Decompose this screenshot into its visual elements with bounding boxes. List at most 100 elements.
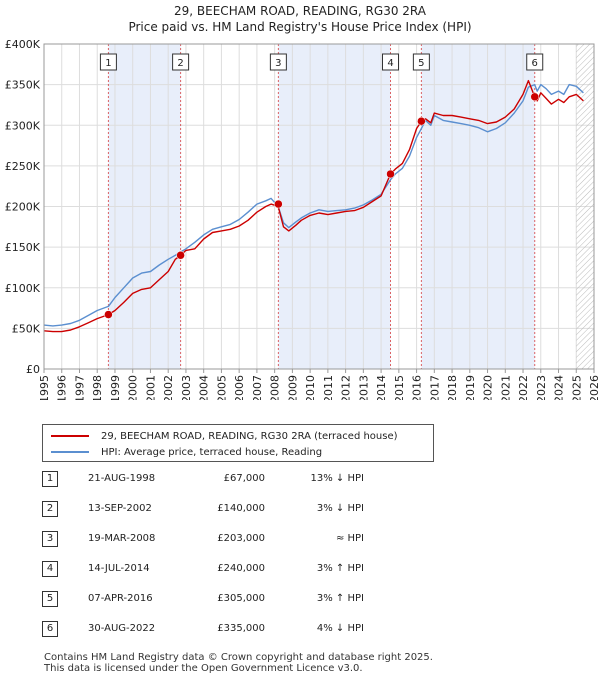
x-tick-label: 2018 — [446, 375, 459, 400]
sale-date: 07-APR-2016 — [88, 593, 153, 604]
sale-row: 1 21-AUG-1998 £67,000 13% ↓ HPI — [42, 471, 422, 487]
sale-number-badge: 3 — [42, 531, 58, 547]
y-tick-label: £0 — [26, 363, 40, 376]
y-tick-label: £350K — [5, 79, 41, 92]
sale-point — [176, 251, 185, 260]
sale-hpi-comparison: 3% ↑ HPI — [316, 563, 364, 574]
price-chart: 1 2 3 4 5 6 £0 £50K £100K £150K £200K £250K £300K £3… — [5, 38, 600, 400]
sale-hpi-comparison: ≈ HPI — [335, 533, 364, 544]
sale-hpi-comparison: 4% ↓ HPI — [316, 623, 364, 634]
legend: 29, BEECHAM ROAD, READING, RG30 2RA (ter… — [42, 424, 434, 462]
x-tick-label: 2023 — [535, 375, 548, 400]
y-tick-label: £50K — [12, 322, 41, 335]
sale-hpi-comparison: 13% ↓ HPI — [310, 473, 364, 484]
footer-licence: This data is licensed under the Open Gov… — [44, 663, 363, 674]
sale-badge-label: 5 — [418, 58, 424, 69]
x-tick-label: 2013 — [357, 375, 370, 400]
sale-badge-label: 2 — [177, 58, 183, 69]
x-tick-label: 2026 — [588, 375, 600, 400]
sale-badge-label: 1 — [105, 58, 111, 69]
sale-badge-box — [382, 53, 399, 71]
sale-badge-label: 3 — [275, 58, 281, 69]
legend-item-hpi: HPI: Average price, terraced house, Read… — [51, 445, 322, 459]
y-tick-label: £150K — [5, 241, 41, 254]
sale-date: 19-MAR-2008 — [88, 533, 156, 544]
y-tick-label: £100K — [5, 282, 41, 295]
chart-title: 29, BEECHAM ROAD, READING, RG30 2RA — [174, 4, 426, 18]
hpi-series-line — [43, 83, 584, 327]
sale-point — [417, 116, 426, 126]
x-tick-label: 1995 — [38, 375, 51, 400]
sale-row: 3 19-MAR-2008 £203,000 ≈ HPI — [42, 531, 422, 547]
x-tick-label: 2007 — [251, 375, 264, 400]
sale-number-badge: 6 — [42, 621, 58, 637]
x-tick-label: 2022 — [517, 375, 530, 400]
sale-point — [274, 199, 283, 209]
legend-label-hpi: HPI: Average price, terraced house, Read… — [101, 446, 323, 458]
x-tick-label: 2020 — [482, 375, 495, 400]
chart-subtitle: Price paid vs. HM Land Registry's House … — [128, 20, 472, 34]
sale-row: 5 07-APR-2016 £305,000 3% ↑ HPI — [42, 591, 422, 607]
sale-price: £140,000 — [217, 503, 265, 514]
legend-item-property: 29, BEECHAM ROAD, READING, RG30 2RA (ter… — [51, 429, 398, 443]
x-tick-label: 2009 — [286, 375, 299, 400]
x-tick-label: 2024 — [553, 375, 566, 400]
sale-hpi-comparison: 3% ↑ HPI — [316, 593, 364, 604]
sale-price: £305,000 — [217, 593, 265, 604]
footer-copyright: Contains HM Land Registry data © Crown c… — [44, 652, 433, 663]
x-tick-label: 2003 — [180, 375, 193, 400]
legend-label-property: 29, BEECHAM ROAD, READING, RG30 2RA (ter… — [101, 430, 398, 442]
footer: Contains HM Land Registry data © Crown c… — [44, 652, 433, 674]
x-tick-label: 2010 — [304, 375, 317, 400]
x-tick-label: 1997 — [73, 375, 86, 400]
x-tick-label: 2021 — [499, 375, 512, 400]
sale-hpi-comparison: 3% ↓ HPI — [316, 503, 364, 514]
x-tick-label: 2016 — [411, 375, 424, 400]
sale-badge-label: 6 — [532, 58, 538, 69]
y-tick-label: £250K — [5, 160, 41, 173]
sale-point — [386, 169, 395, 179]
sale-date: 14-JUL-2014 — [88, 563, 150, 574]
x-tick-label: 2000 — [127, 375, 140, 400]
x-tick-label: 2004 — [198, 375, 211, 400]
x-tick-label: 2002 — [162, 375, 175, 400]
y-tick-label: £300K — [5, 119, 41, 132]
x-tick-label: 2008 — [269, 375, 282, 400]
sale-number-badge: 2 — [42, 501, 58, 517]
plot-frame — [43, 43, 595, 370]
future-hatch-area — [576, 44, 594, 369]
x-tick-label: 2025 — [570, 375, 583, 400]
sale-badge-box — [99, 53, 117, 71]
x-tick-label: 2015 — [393, 375, 406, 400]
sale-badge-box — [269, 53, 287, 71]
sale-badge-label: 4 — [387, 58, 393, 69]
sale-date: 13-SEP-2002 — [88, 503, 152, 514]
x-tick-label: 2001 — [144, 375, 157, 400]
sale-price: £203,000 — [217, 533, 265, 544]
legend-swatch-property — [51, 435, 89, 437]
property-series-line — [43, 79, 584, 333]
sale-price: £67,000 — [223, 473, 265, 484]
sale-badge-box — [412, 53, 430, 71]
sale-date: 30-AUG-2022 — [88, 623, 156, 634]
x-tick-label: 2012 — [340, 375, 353, 400]
sale-row: 6 30-AUG-2022 £335,000 4% ↓ HPI — [42, 621, 422, 637]
sale-date: 21-AUG-1998 — [88, 473, 156, 484]
sale-number-badge: 4 — [42, 561, 58, 577]
x-tick-label: 2019 — [464, 375, 477, 400]
x-tick-label: 1999 — [109, 375, 122, 400]
sale-badge-box — [172, 53, 190, 71]
sale-row: 2 13-SEP-2002 £140,000 3% ↓ HPI — [42, 501, 422, 517]
sale-row: 4 14-JUL-2014 £240,000 3% ↑ HPI — [42, 561, 422, 577]
y-tick-label: £400K — [5, 38, 41, 51]
sale-number-badge: 5 — [42, 591, 58, 607]
x-tick-label: 2006 — [233, 375, 246, 400]
x-tick-label: 1996 — [56, 375, 69, 400]
y-tick-label: £200K — [5, 201, 41, 214]
sale-point — [104, 310, 113, 319]
sale-point — [530, 92, 539, 102]
x-tick-label: 1998 — [91, 375, 104, 400]
legend-swatch-hpi — [51, 451, 89, 453]
sale-price: £240,000 — [217, 563, 265, 574]
sale-number-badge: 1 — [42, 471, 58, 487]
